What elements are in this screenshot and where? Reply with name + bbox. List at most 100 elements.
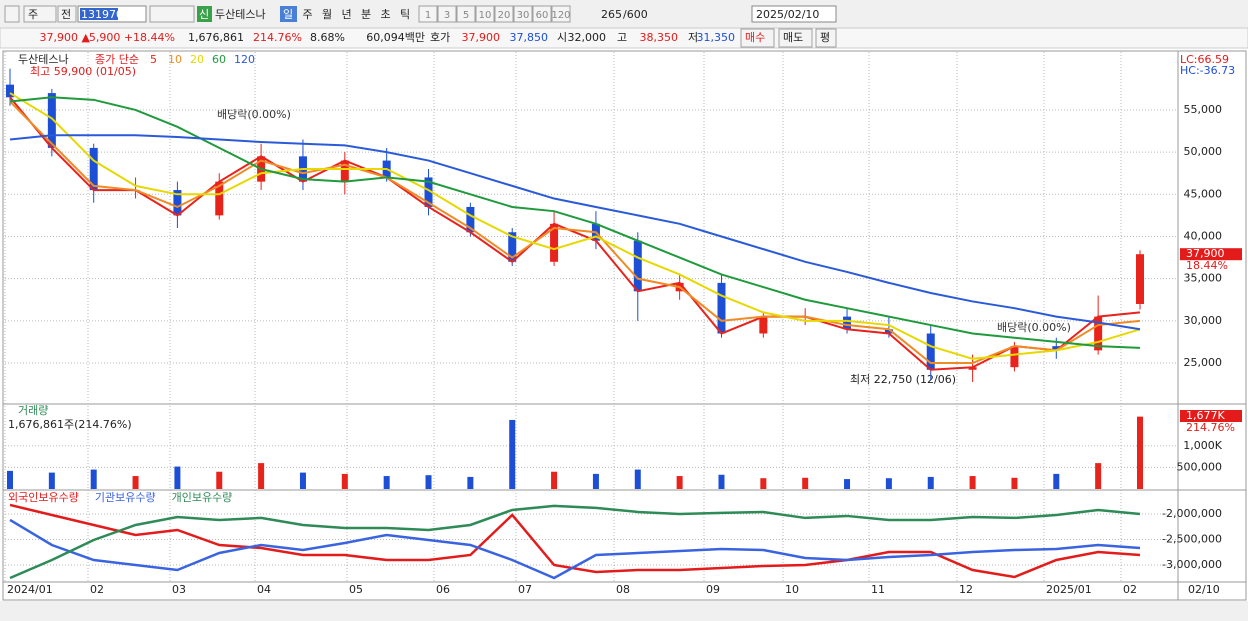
ma-line: [9, 96, 1141, 371]
legend-entry: 5: [150, 53, 157, 66]
y-tick-label: 40,000: [1184, 229, 1223, 242]
volume-bar: [1053, 473, 1060, 489]
candle-body: [466, 206, 475, 233]
minute-button[interactable]: [532, 5, 552, 23]
volume-bar: [132, 476, 139, 489]
minute: 60: [536, 10, 549, 21]
candle-body: [1052, 346, 1061, 351]
minute-button[interactable]: [418, 5, 438, 23]
minute-button[interactable]: [456, 5, 476, 23]
change: 5,900 +18.44%: [89, 31, 175, 44]
div-annotation: 배당락(0.00%): [217, 108, 291, 121]
quote-label: 호가: [430, 31, 450, 44]
low-label: 저: [688, 31, 698, 44]
volume-bar: [90, 469, 97, 489]
candle-body: [173, 190, 182, 216]
volume-bar: [1137, 416, 1143, 489]
candle-body: [47, 93, 56, 148]
lc: LC:66.59: [1180, 53, 1229, 66]
volume-bar: [383, 476, 390, 489]
interval: 주: [303, 8, 313, 21]
minute-button[interactable]: [475, 5, 495, 23]
avg: 평: [820, 31, 830, 44]
minute: 5: [463, 10, 469, 21]
volume-bar: [1011, 477, 1018, 489]
chart-title: 두산테스나: [18, 53, 69, 66]
minute: 1: [425, 10, 431, 21]
candle-body: [508, 232, 517, 262]
volume-note: 1,676,861주(214.76%): [8, 418, 132, 431]
y-tick-label: -3,000,000: [1162, 558, 1222, 571]
x-end-label: 02/10: [1188, 583, 1220, 596]
avg-button[interactable]: [815, 28, 837, 48]
price: 37,900 ▲: [40, 31, 91, 44]
minute-button[interactable]: [513, 5, 533, 23]
count: 265: [601, 8, 622, 21]
legend-entry: 20: [190, 53, 204, 66]
badge: 신: [199, 8, 209, 21]
icon-button[interactable]: [4, 5, 20, 23]
minute-button[interactable]: [437, 5, 457, 23]
date-input[interactable]: [751, 5, 837, 23]
volume: 1,676,861: [188, 31, 244, 44]
x-tick-label: 04: [257, 583, 271, 596]
minute-button[interactable]: [494, 5, 514, 23]
volume-bar: [341, 473, 348, 489]
sell: 매도: [783, 31, 803, 44]
y-tick-label: 30,000: [1184, 314, 1223, 327]
last-change: 18.44%: [1186, 259, 1228, 272]
x-tick-label: 07: [518, 583, 532, 596]
turnover: 8.68%: [310, 31, 345, 44]
candle-body: [843, 316, 852, 330]
legend-entry: 기관보유수량: [95, 491, 156, 504]
candle-body: [717, 282, 726, 334]
candle-body: [759, 316, 768, 334]
legend-entry: 10: [168, 53, 182, 66]
candle-body: [884, 329, 893, 334]
volume-last: 1,677K: [1186, 409, 1225, 422]
x-tick-label: 2024/01: [7, 583, 53, 596]
code: 131970: [81, 8, 123, 21]
minute: 3: [444, 10, 450, 21]
y-tick-label: 50,000: [1184, 145, 1223, 158]
volume-bar: [718, 474, 725, 489]
candle-body: [215, 181, 224, 216]
icon-button[interactable]: [149, 5, 195, 23]
minute: 120: [551, 10, 570, 21]
sell-button[interactable]: [778, 28, 813, 48]
holding-line: [9, 518, 1141, 580]
candle-body: [1094, 316, 1103, 351]
ma-line: [9, 134, 1141, 331]
volume-bar: [467, 476, 474, 489]
volume-bar: [174, 466, 181, 489]
volume-bar: [844, 479, 851, 489]
candle-body: [1136, 254, 1144, 304]
high-annotation: 최고 59,900 (01/05): [30, 65, 136, 78]
minute-button[interactable]: [551, 5, 571, 23]
last-price: 37,900: [1186, 247, 1225, 260]
y-tick-label: 1,000K: [1183, 439, 1222, 452]
interval: 틱: [400, 8, 410, 21]
volume-bar: [551, 471, 558, 489]
low: 31,350: [697, 31, 736, 44]
interval: 일: [283, 7, 293, 21]
minute: 30: [517, 10, 530, 21]
buy: 매수: [745, 31, 765, 44]
candle-body: [6, 84, 14, 98]
button[interactable]: [57, 5, 77, 23]
count-max: /600: [623, 8, 648, 21]
volume-bar: [299, 472, 306, 489]
dropdown[interactable]: [23, 5, 57, 23]
high-label: 고: [617, 31, 627, 44]
active-interval: [280, 6, 297, 22]
buy-button[interactable]: [740, 28, 775, 48]
volume-bar: [592, 473, 599, 489]
interval: 분: [361, 8, 371, 21]
bid: 37,850: [510, 31, 549, 44]
legend-entry: 개인보유수량: [172, 491, 233, 504]
candle-body: [926, 333, 935, 370]
scrollbar[interactable]: [0, 601, 1248, 621]
x-tick-label: 03: [172, 583, 186, 596]
ma-line: [9, 92, 1141, 360]
